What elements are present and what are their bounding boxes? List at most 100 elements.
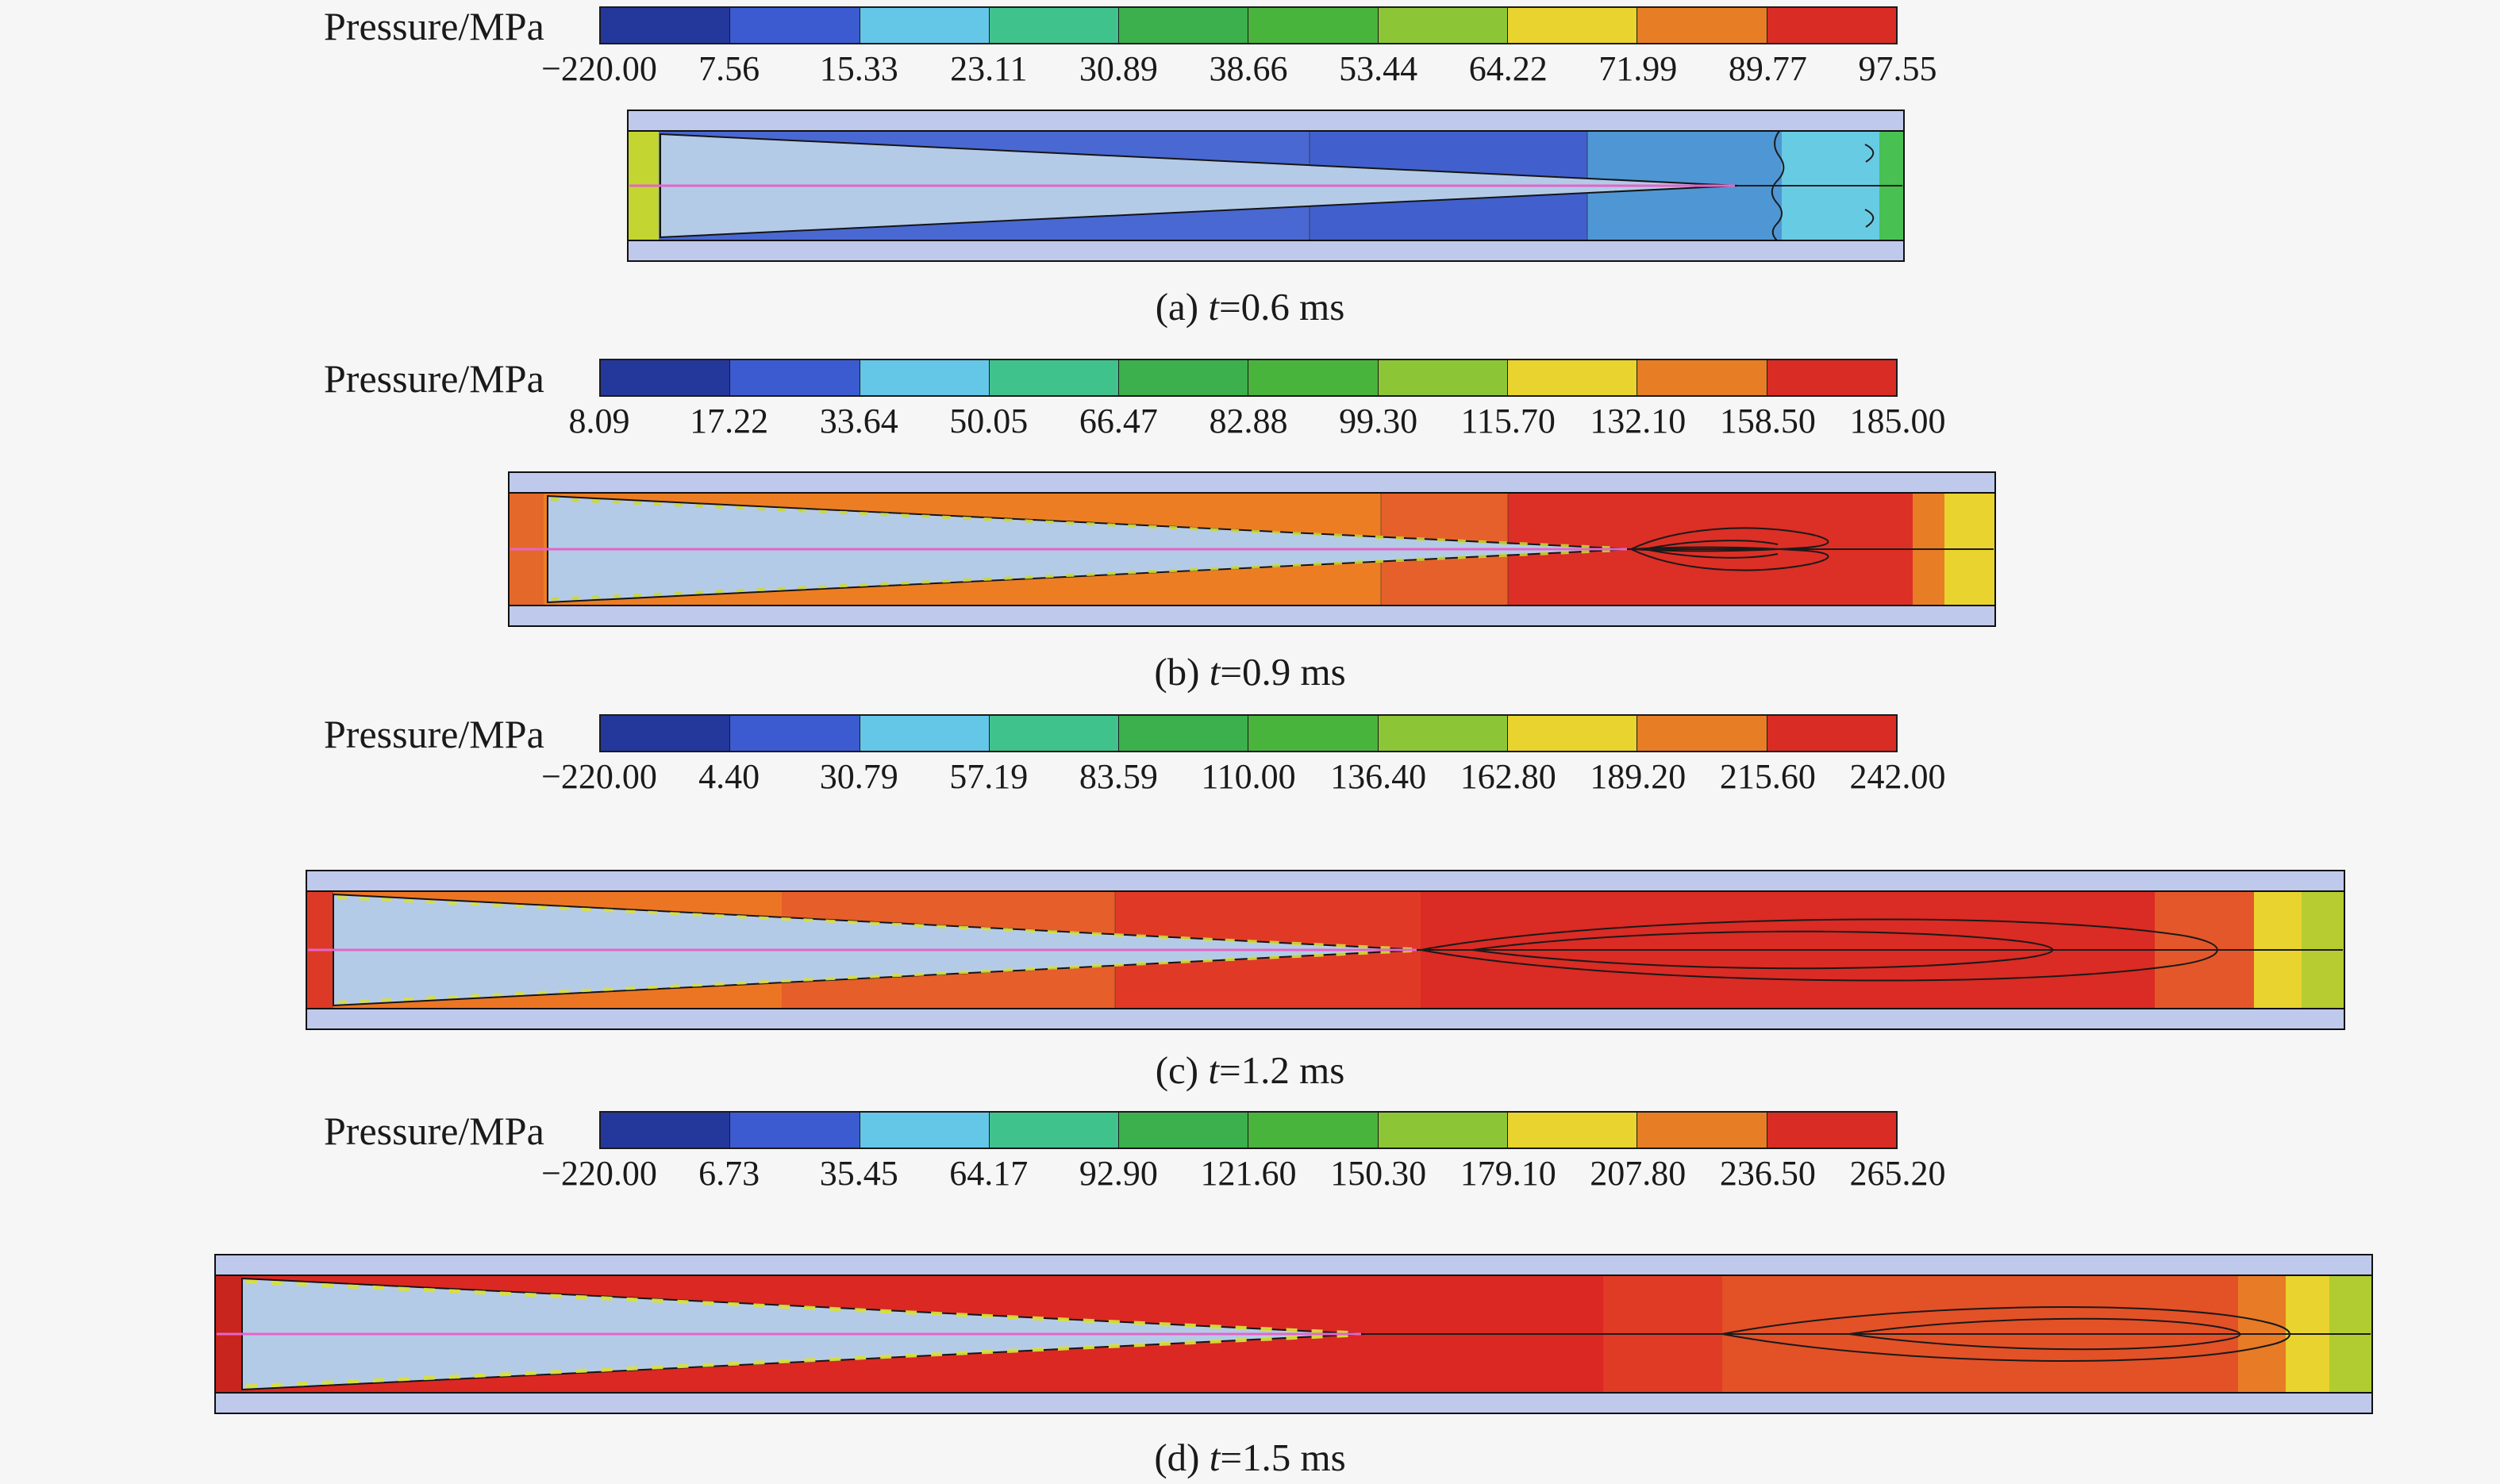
colorbar-tick-label: 150.30 xyxy=(1330,1154,1427,1193)
colorbar-tick-label: 64.22 xyxy=(1468,49,1548,88)
colorbar-segment xyxy=(1766,360,1896,395)
colorbar-tick-label: 110.00 xyxy=(1201,757,1296,796)
colorbar-title: Pressure/MPa xyxy=(324,4,544,48)
colorbar-segment xyxy=(1118,8,1248,43)
cone-fringe-bottom xyxy=(337,949,1413,1004)
contour-c-svg xyxy=(306,870,2345,1030)
colorbar-segment xyxy=(601,716,730,751)
colorbar-tick-label: 23.11 xyxy=(950,49,1028,88)
colorbar-tick-label: 179.10 xyxy=(1460,1154,1556,1193)
contour-line xyxy=(1771,130,1785,241)
colorbar-segment xyxy=(1248,1113,1378,1148)
colorbar-segment xyxy=(859,360,989,395)
colorbar-tick-label: 185.00 xyxy=(1849,402,1946,440)
caption-value: =0.9 ms xyxy=(1220,650,1346,694)
tube-wall-top xyxy=(627,110,1905,131)
tube-wall-bottom xyxy=(627,240,1905,262)
colorbar-tick-label: 33.64 xyxy=(819,402,898,440)
contour-loop xyxy=(1644,540,1779,550)
colorbar-tick-label: 132.10 xyxy=(1590,402,1687,440)
caption-value: =1.5 ms xyxy=(1220,1436,1346,1479)
caption-variable: t xyxy=(1209,650,1221,694)
colorbar-tick-label: 7.56 xyxy=(698,49,760,88)
contour-loop xyxy=(1630,546,1829,571)
colorbar-segment xyxy=(601,1113,730,1148)
colorbar-tick-label: 64.17 xyxy=(949,1154,1029,1193)
colorbar-segment xyxy=(988,1113,1119,1148)
contour-line xyxy=(1864,144,1875,228)
tube-wall-bottom xyxy=(214,1393,2373,1414)
colorbar-segment xyxy=(1507,8,1637,43)
colorbar xyxy=(599,714,1898,752)
colorbar-tick-label: −220.00 xyxy=(541,757,657,796)
colorbar-segment xyxy=(1118,360,1248,395)
cone-fringe-bottom xyxy=(245,1332,1356,1389)
colorbar-tick-label: −220.00 xyxy=(541,49,657,88)
colorbar-segment xyxy=(1118,1113,1248,1148)
panel-c-caption: (c) t=1.2 ms xyxy=(0,1049,2500,1092)
caption-variable: t xyxy=(1208,1048,1219,1092)
colorbar-ticks: 8.09 17.22 33.64 50.05 66.47 82.88 99.30 115.70… xyxy=(569,402,1946,443)
colorbar xyxy=(599,1111,1898,1149)
colorbar-segment xyxy=(729,716,860,751)
tube-wall-bottom xyxy=(306,1009,2345,1030)
colorbar-ticks: −220.00 7.56 15.33 23.11 30.89 38.66 53.44 64.2… xyxy=(541,49,1937,90)
colorbar-segment xyxy=(988,8,1119,43)
colorbar-segment xyxy=(1766,1113,1896,1148)
colorbar-tick-label: 38.66 xyxy=(1209,49,1288,88)
caption-variable: t xyxy=(1208,285,1219,329)
colorbar-tick-label: 82.88 xyxy=(1209,402,1288,440)
panel-a-caption: (a) t=0.6 ms xyxy=(0,286,2500,329)
colorbar-segment xyxy=(729,8,860,43)
colorbar-segment xyxy=(1118,716,1248,751)
colorbar-segment xyxy=(1637,716,1767,751)
colorbar-segment xyxy=(1377,8,1508,43)
colorbar-tick-label: 115.70 xyxy=(1460,402,1556,440)
contour-plot-c xyxy=(306,870,2345,1030)
colorbar-tick-label: 162.80 xyxy=(1460,757,1556,796)
colorbar-tick-label: 89.77 xyxy=(1728,49,1807,88)
colorbar-segment xyxy=(1766,716,1896,751)
colorbar-tick-label: 121.60 xyxy=(1200,1154,1297,1193)
contour-b-svg xyxy=(508,471,1996,627)
colorbar xyxy=(599,359,1898,397)
panel-d-caption: (d) t=1.5 ms xyxy=(0,1436,2500,1479)
colorbar-segment xyxy=(859,8,989,43)
cone-fringe-bottom xyxy=(550,548,1623,601)
panel-b-caption: (b) t=0.9 ms xyxy=(0,651,2500,694)
colorbar-segment xyxy=(1507,716,1637,751)
colorbar-segment xyxy=(859,716,989,751)
colorbar-tick-label: 236.50 xyxy=(1719,1154,1816,1193)
cone-fringe-top xyxy=(550,498,1623,550)
tube-wall-top xyxy=(508,471,1996,493)
colorbar-segment xyxy=(1766,8,1896,43)
caption-index: (d) xyxy=(1154,1436,1210,1479)
colorbar-segment xyxy=(988,716,1119,751)
colorbar-segment xyxy=(859,1113,989,1148)
contour-plot-a xyxy=(627,110,1905,262)
colorbar-tick-label: −220.00 xyxy=(541,1154,657,1193)
colorbar-tick-label: 207.80 xyxy=(1590,1154,1687,1193)
colorbar-tick-label: 15.33 xyxy=(819,49,898,88)
colorbar-segment xyxy=(1377,716,1508,751)
colorbar-title: Pressure/MPa xyxy=(324,1109,544,1153)
colorbar-segment xyxy=(601,8,730,43)
colorbar-tick-label: 136.40 xyxy=(1330,757,1427,796)
colorbar-tick-label: 158.50 xyxy=(1719,402,1816,440)
colorbar-segment xyxy=(1507,1113,1637,1148)
colorbar-segment xyxy=(1248,716,1378,751)
colorbar-tick-label: 35.45 xyxy=(819,1154,898,1193)
colorbar-tick-label: 30.89 xyxy=(1079,49,1158,88)
colorbar-tick-label: 242.00 xyxy=(1849,757,1946,796)
colorbar-segment xyxy=(1377,360,1508,395)
colorbar-segment xyxy=(1377,1113,1508,1148)
colorbar-tick-label: 189.20 xyxy=(1590,757,1687,796)
contour-a-svg xyxy=(627,110,1905,262)
colorbar-title: Pressure/MPa xyxy=(324,712,544,756)
tube-wall-top xyxy=(214,1254,2373,1275)
colorbar xyxy=(599,6,1898,44)
colorbar-tick-label: 265.20 xyxy=(1849,1154,1946,1193)
contour-loop xyxy=(1644,548,1779,559)
caption-index: (c) xyxy=(1155,1048,1209,1092)
caption-index: (b) xyxy=(1154,650,1210,694)
